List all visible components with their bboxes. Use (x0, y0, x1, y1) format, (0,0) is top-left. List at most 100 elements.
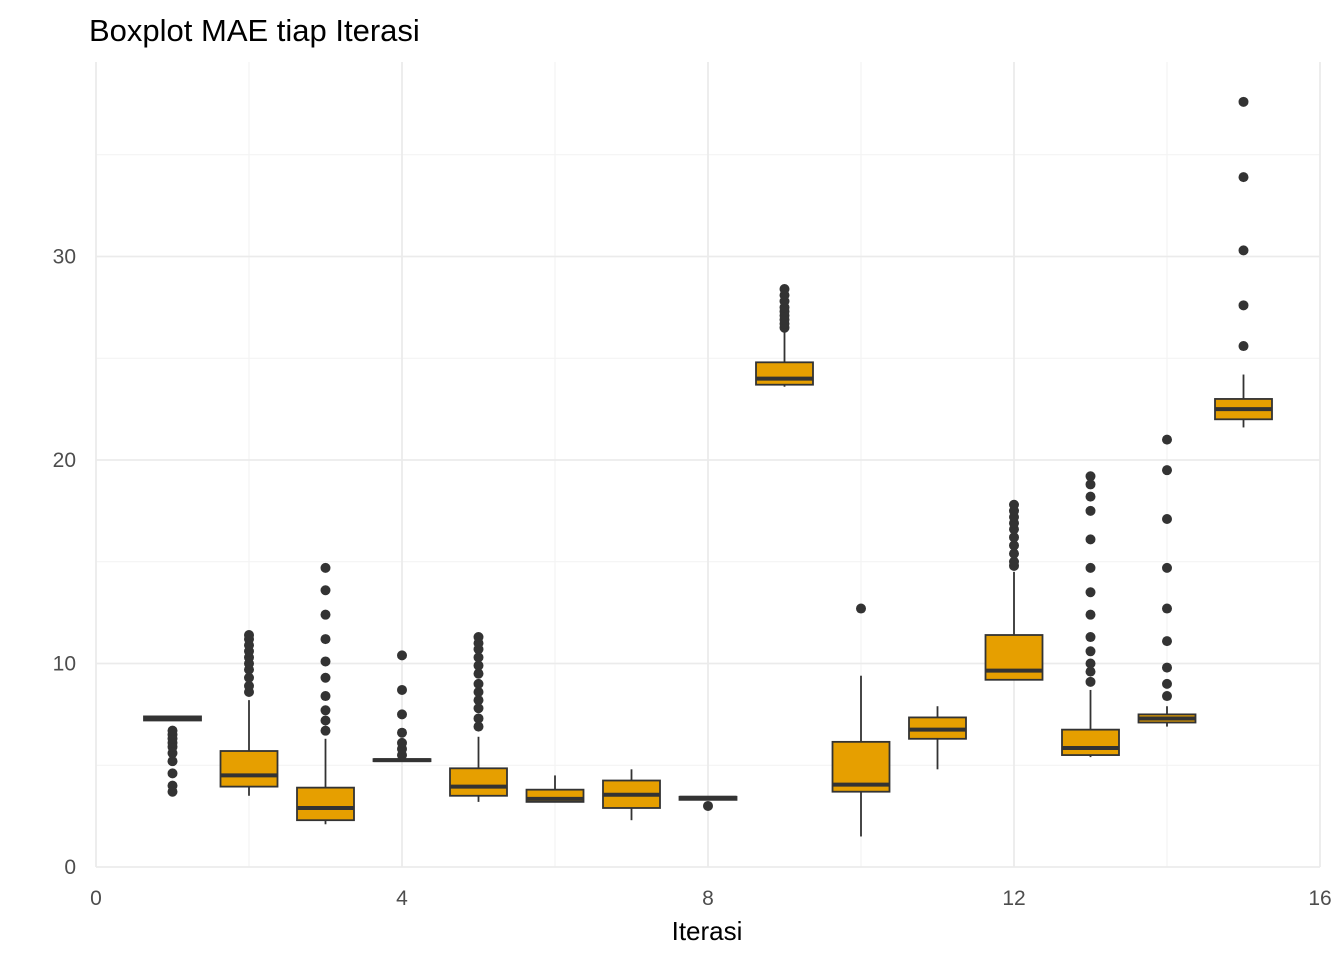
outlier-point (1085, 471, 1096, 482)
box-iqr (755, 361, 814, 386)
outlier-point (397, 709, 407, 720)
outlier-point (1162, 603, 1172, 614)
box-iqr (219, 750, 279, 788)
chart-title: Boxplot MAE tiap Iterasi (89, 13, 420, 48)
outlier-point (320, 715, 331, 726)
outlier-point (473, 678, 484, 689)
outlier-point (473, 695, 484, 706)
outlier-point (1009, 548, 1019, 559)
x-axis-ticks: 0 4 8 12 16 (90, 887, 1332, 910)
box-iqr (984, 634, 1044, 681)
box-iterasi-11 (908, 706, 967, 770)
x-tick-label: 4 (396, 887, 408, 910)
outlier-point (1085, 505, 1096, 516)
outlier-point (779, 284, 790, 295)
outlier-point (1009, 540, 1019, 551)
outlier-point (1162, 691, 1172, 702)
outlier-point (1085, 587, 1096, 598)
x-tick-label: 0 (90, 887, 102, 910)
box-iterasi-12 (984, 499, 1044, 681)
outlier-point (1238, 245, 1249, 256)
x-tick-label: 8 (702, 887, 714, 910)
box-iqr (296, 786, 355, 822)
outlier-point (1085, 632, 1096, 643)
outlier-point (1162, 465, 1172, 476)
outlier-point (473, 703, 484, 714)
box-iqr (449, 767, 508, 797)
outlier-point (1162, 562, 1172, 573)
outlier-point (167, 780, 178, 791)
x-tick-label: 16 (1308, 887, 1331, 910)
outlier-point (320, 562, 331, 573)
x-tick-label: 12 (1002, 887, 1025, 910)
outlier-point (320, 656, 331, 667)
outlier-point (1085, 479, 1096, 490)
outlier-point (397, 684, 407, 695)
outlier-point (167, 768, 178, 779)
outlier-point (397, 737, 407, 748)
box-iterasi-15 (1214, 96, 1273, 428)
outlier-point (1085, 609, 1096, 620)
outlier-point (320, 634, 331, 645)
outlier-point (320, 705, 331, 716)
outlier-point (1162, 662, 1172, 673)
outlier-point (473, 652, 484, 663)
outlier-point (244, 672, 254, 683)
outlier-point (320, 672, 331, 683)
box-iterasi-2 (219, 630, 279, 796)
outlier-point (703, 800, 713, 811)
outlier-point (1009, 499, 1019, 510)
outlier-point (1238, 341, 1249, 352)
outlier-point (1085, 646, 1096, 657)
outlier-point (1162, 678, 1172, 689)
outlier-point (320, 609, 331, 620)
box-iterasi-8 (678, 795, 738, 811)
outlier-point (320, 585, 331, 596)
outlier-point (1238, 172, 1249, 183)
outlier-point (1085, 658, 1096, 669)
y-axis-ticks: 0 10 20 30 (53, 246, 76, 880)
outlier-point (1085, 491, 1096, 502)
outlier-point (473, 632, 484, 643)
outlier-point (473, 713, 484, 724)
outlier-point (473, 686, 484, 697)
boxes-layer (143, 96, 1273, 837)
outlier-point (1238, 96, 1249, 107)
outlier-point (473, 668, 484, 679)
outlier-point (473, 660, 484, 671)
outlier-point (167, 725, 178, 736)
outlier-point (856, 603, 866, 614)
x-axis-title: Iterasi (672, 916, 743, 946)
outlier-point (1162, 636, 1172, 647)
y-tick-label: 10 (53, 653, 76, 676)
outlier-point (397, 727, 407, 738)
outlier-point (244, 680, 254, 691)
box-iqr (1061, 728, 1120, 756)
box-iterasi-4 (372, 650, 432, 763)
outlier-point (473, 721, 484, 732)
box-iterasi-10 (831, 603, 891, 837)
box-iterasi-3 (296, 562, 355, 825)
outlier-point (397, 650, 407, 661)
outlier-point (1085, 676, 1096, 687)
box-iterasi-9 (755, 284, 814, 387)
outlier-point (1085, 534, 1096, 545)
outlier-point (320, 691, 331, 702)
outlier-point (320, 725, 331, 736)
y-tick-label: 20 (53, 449, 76, 472)
outlier-point (1238, 300, 1249, 311)
outlier-point (1162, 434, 1172, 445)
box-iterasi-14 (1137, 434, 1197, 727)
outlier-point (1085, 562, 1096, 573)
outlier-point (167, 756, 178, 767)
box-iterasi-1 (143, 715, 202, 797)
outlier-point (1085, 666, 1096, 677)
outlier-point (1009, 556, 1019, 567)
box-iterasi-5 (449, 632, 508, 802)
box-iterasi-7 (602, 769, 661, 821)
outlier-point (1009, 532, 1019, 543)
y-tick-label: 30 (53, 246, 76, 269)
outlier-point (1162, 514, 1172, 525)
y-tick-label: 0 (64, 856, 76, 879)
